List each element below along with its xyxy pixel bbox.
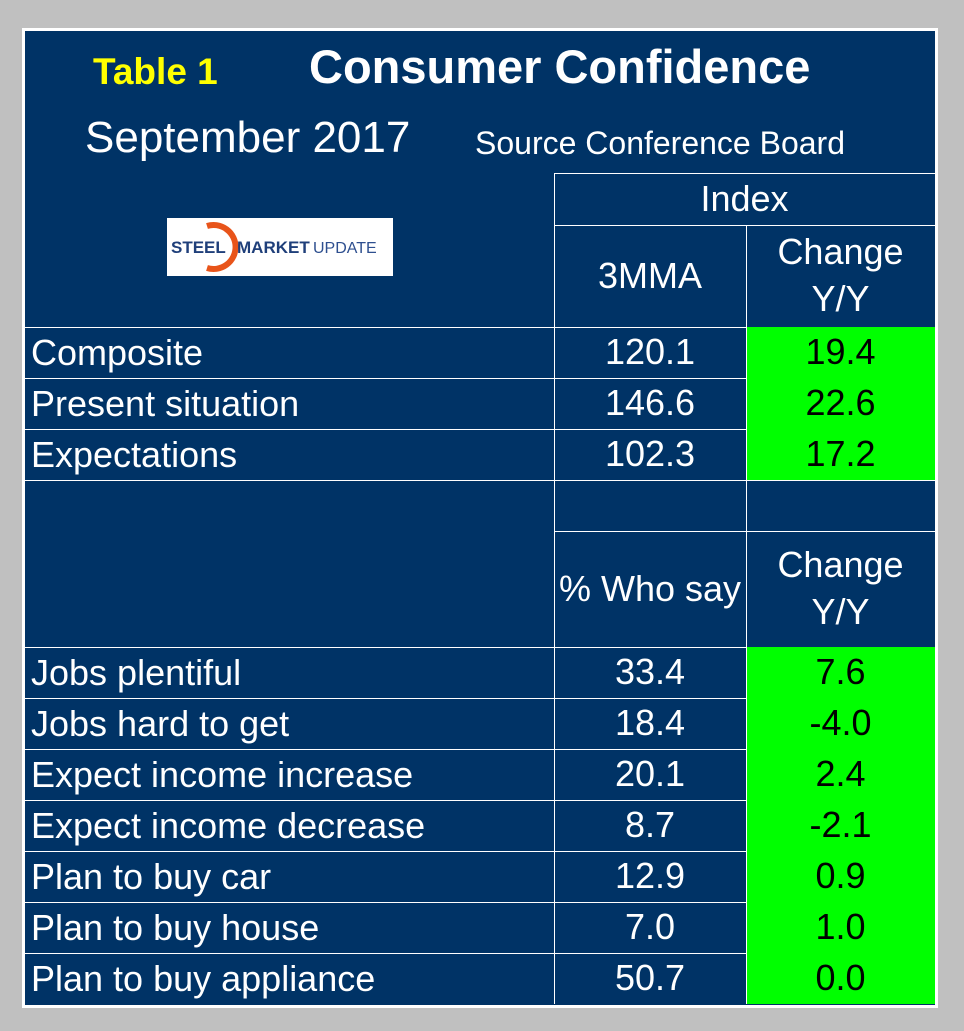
source: Source Conference Board xyxy=(475,125,845,161)
divider xyxy=(25,749,935,750)
row-change: 0.0 xyxy=(746,953,935,1004)
row-change: 22.6 xyxy=(746,378,935,429)
row-value: 8.7 xyxy=(624,804,676,846)
divider xyxy=(746,749,747,800)
divider xyxy=(554,429,555,480)
divider xyxy=(554,953,555,1004)
row-value: 20.1 xyxy=(614,753,686,795)
row-change: -2.1 xyxy=(746,800,935,851)
divider xyxy=(746,800,747,851)
row-label: Expect income decrease xyxy=(31,804,426,846)
divider xyxy=(25,327,935,328)
row-change: 1.0 xyxy=(746,902,935,953)
row-value: 102.3 xyxy=(604,433,696,475)
divider xyxy=(554,698,555,749)
steel-market-update-logo: STEEL MARKET UPDATE xyxy=(167,218,393,276)
divider xyxy=(25,698,935,699)
divider xyxy=(554,173,555,327)
row-label: Composite xyxy=(31,331,204,373)
divider xyxy=(554,902,555,953)
row-value: 7.0 xyxy=(624,906,676,948)
divider xyxy=(25,480,935,481)
divider xyxy=(746,851,747,902)
row-label: Plan to buy car xyxy=(31,855,272,897)
row-label: Jobs plentiful xyxy=(31,651,242,693)
row-change: -4.0 xyxy=(746,698,935,749)
row-change: 2.4 xyxy=(746,749,935,800)
col-3mma: 3MMA xyxy=(597,254,702,296)
divider xyxy=(746,378,747,429)
divider xyxy=(554,480,555,647)
col-change-yy: Change Y/Y xyxy=(777,231,904,319)
divider xyxy=(25,902,935,903)
divider xyxy=(25,851,935,852)
row-change: 19.4 xyxy=(746,327,935,378)
svg-text:STEEL: STEEL xyxy=(171,238,226,257)
divider xyxy=(554,851,555,902)
row-value: 33.4 xyxy=(614,651,686,693)
divider xyxy=(554,749,555,800)
divider xyxy=(554,173,935,174)
row-value: 120.1 xyxy=(604,331,696,373)
divider xyxy=(554,378,555,429)
divider xyxy=(554,327,555,378)
row-label: Expectations xyxy=(31,433,238,475)
divider xyxy=(746,480,747,647)
divider xyxy=(746,429,747,480)
divider xyxy=(554,531,935,532)
table-label: Table 1 xyxy=(93,51,218,92)
divider xyxy=(25,647,935,648)
row-value: 50.7 xyxy=(614,957,686,999)
divider xyxy=(554,800,555,851)
row-change: 17.2 xyxy=(746,429,935,480)
divider xyxy=(25,800,935,801)
row-label: Jobs hard to get xyxy=(31,702,290,744)
row-label: Plan to buy house xyxy=(31,906,320,948)
divider xyxy=(554,225,935,226)
row-label: Expect income increase xyxy=(31,753,414,795)
table-title: Consumer Confidence xyxy=(309,40,811,93)
col-change-yy: Change Y/Y xyxy=(777,544,904,632)
svg-text:MARKET: MARKET xyxy=(237,238,310,257)
divider xyxy=(746,327,747,378)
divider xyxy=(554,647,555,698)
divider xyxy=(25,378,935,379)
divider xyxy=(746,225,747,327)
row-value: 12.9 xyxy=(614,855,686,897)
row-value: 146.6 xyxy=(604,382,696,424)
divider xyxy=(746,647,747,698)
svg-text:UPDATE: UPDATE xyxy=(313,240,377,257)
divider xyxy=(25,429,935,430)
row-change: 7.6 xyxy=(746,647,935,698)
row-label: Present situation xyxy=(31,382,300,424)
divider xyxy=(746,698,747,749)
divider xyxy=(746,902,747,953)
row-label: Plan to buy appliance xyxy=(31,957,376,999)
row-change: 0.9 xyxy=(746,851,935,902)
index-group-header: Index xyxy=(700,177,789,219)
col-pct-who-say: % Who say xyxy=(558,567,742,609)
divider xyxy=(746,953,747,1004)
period: September 2017 xyxy=(85,113,411,162)
row-value: 18.4 xyxy=(614,702,686,744)
divider xyxy=(25,953,935,954)
consumer-confidence-table: Table 1 Consumer Confidence September 20… xyxy=(22,28,938,1008)
